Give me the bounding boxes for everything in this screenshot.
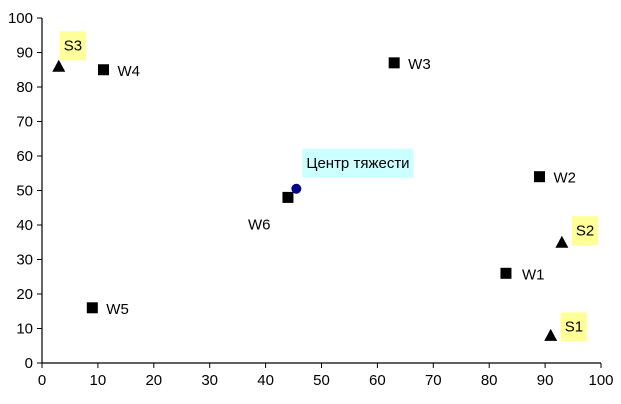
y-tick-label: 20	[16, 286, 33, 303]
label-background	[560, 312, 588, 342]
square-marker	[97, 64, 109, 76]
label-background	[302, 148, 414, 178]
point-label: W2	[554, 170, 577, 187]
plot-marks: W1 W2 W3 W4 W5 W6 S1 S2 S3 Центр тяжести	[52, 31, 599, 342]
y-tick-label: 80	[16, 79, 33, 96]
triangle-marker	[555, 235, 569, 248]
x-tick-label: 60	[369, 372, 386, 389]
y-tick-label: 30	[16, 252, 33, 269]
x-tick-label: 0	[38, 372, 46, 389]
x-tick-label: 30	[201, 372, 218, 389]
y-tick-label: 100	[8, 10, 33, 27]
y-tick-label: 60	[16, 148, 33, 165]
x-tick-label: 40	[257, 372, 274, 389]
point-label: W4	[117, 63, 139, 80]
square-marker	[282, 191, 294, 203]
square-marker	[534, 171, 546, 183]
point-label: W1	[522, 266, 545, 283]
y-tick-label: 10	[16, 321, 33, 338]
x-tick-label: 50	[313, 372, 330, 389]
y-tick-label: 40	[16, 217, 33, 234]
label-background	[59, 31, 87, 61]
y-tick-label: 0	[25, 355, 33, 372]
x-tick-label: 70	[425, 372, 442, 389]
y-tick-label: 50	[16, 183, 33, 200]
x-tick-label: 90	[537, 372, 554, 389]
label-background	[571, 216, 599, 246]
x-tick-label: 20	[145, 372, 162, 389]
point-label: W3	[408, 56, 431, 73]
x-tick-label: 10	[90, 372, 107, 389]
axes: 0 10 20 30 40 50 60 70 80 90 100 0 10 20 30 40 50 60 70 80 9…	[8, 10, 614, 389]
triangle-marker	[544, 328, 558, 341]
point-label: W5	[106, 301, 129, 318]
triangle-marker	[52, 59, 66, 72]
square-marker	[388, 57, 400, 69]
x-tick-label: 80	[481, 372, 498, 389]
square-marker	[500, 267, 512, 279]
point-label: Центр тяжести	[306, 155, 409, 172]
point-label: S3	[64, 37, 82, 54]
point-label: W6	[248, 216, 271, 233]
point-label: S2	[576, 222, 594, 239]
x-tick-label: 100	[588, 372, 613, 389]
point-label: S1	[565, 318, 583, 335]
square-marker	[86, 302, 98, 314]
y-tick-label: 90	[16, 45, 33, 62]
circle-marker	[291, 183, 302, 194]
y-tick-label: 70	[16, 114, 33, 131]
